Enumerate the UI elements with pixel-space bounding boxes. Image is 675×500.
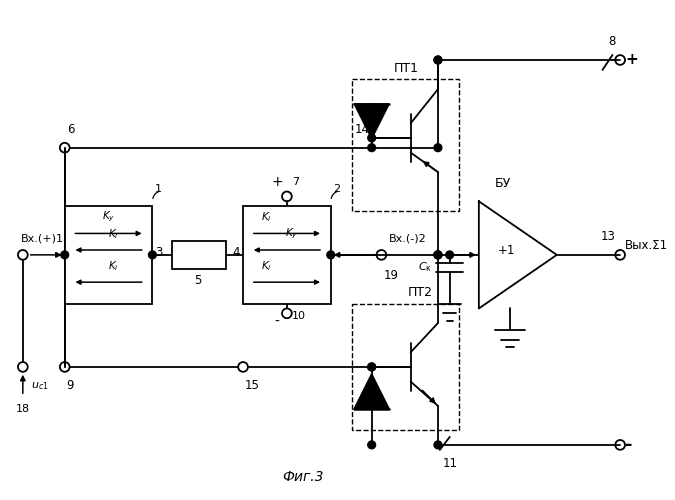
Circle shape xyxy=(434,251,442,259)
Text: +1: +1 xyxy=(497,244,515,256)
Text: -: - xyxy=(625,436,632,454)
Circle shape xyxy=(61,251,69,259)
Text: $K_y$: $K_y$ xyxy=(285,227,298,241)
Text: ПТ1: ПТ1 xyxy=(394,62,418,74)
Text: Фиг.3: Фиг.3 xyxy=(283,470,324,484)
Text: +: + xyxy=(625,52,638,68)
Text: $C_{\rm \kappa}$: $C_{\rm \kappa}$ xyxy=(418,260,432,274)
Text: 10: 10 xyxy=(292,311,306,321)
Circle shape xyxy=(327,251,335,259)
Circle shape xyxy=(148,251,157,259)
Circle shape xyxy=(446,251,454,259)
Circle shape xyxy=(368,144,375,152)
Text: 18: 18 xyxy=(16,404,30,414)
Text: $K_i$: $K_i$ xyxy=(108,228,119,241)
Text: $K_i$: $K_i$ xyxy=(261,260,271,274)
Text: Вх.(+)1: Вх.(+)1 xyxy=(21,233,64,243)
Text: 7: 7 xyxy=(292,176,299,186)
Circle shape xyxy=(368,441,375,449)
Circle shape xyxy=(434,441,442,449)
Circle shape xyxy=(368,363,375,371)
Text: 9: 9 xyxy=(67,378,74,392)
Text: $K_y$: $K_y$ xyxy=(102,210,115,224)
Text: 5: 5 xyxy=(194,274,202,287)
Text: Вх.(-)2: Вх.(-)2 xyxy=(389,233,427,243)
Text: 2: 2 xyxy=(333,184,340,194)
Text: 8: 8 xyxy=(608,36,616,49)
Circle shape xyxy=(434,56,442,64)
Bar xyxy=(243,206,331,304)
Circle shape xyxy=(434,251,442,259)
Polygon shape xyxy=(354,104,389,139)
Text: $K_i$: $K_i$ xyxy=(261,210,271,224)
Text: 4: 4 xyxy=(233,246,240,260)
Text: 19: 19 xyxy=(383,270,398,282)
Text: 6: 6 xyxy=(67,123,74,136)
Circle shape xyxy=(368,363,375,371)
Text: БУ: БУ xyxy=(495,176,512,190)
Text: -: - xyxy=(275,315,279,329)
Text: 1: 1 xyxy=(155,184,161,194)
Text: +: + xyxy=(271,174,283,188)
Text: 11: 11 xyxy=(443,456,458,469)
Bar xyxy=(352,304,460,430)
Text: $u_{c1}$: $u_{c1}$ xyxy=(30,380,48,392)
Text: Вых.Σ1: Вых.Σ1 xyxy=(625,238,668,252)
Circle shape xyxy=(368,134,375,142)
Text: 14: 14 xyxy=(355,123,370,136)
Text: ПТ2: ПТ2 xyxy=(408,286,433,298)
Text: 15: 15 xyxy=(245,378,260,392)
Bar xyxy=(172,241,225,268)
Polygon shape xyxy=(354,374,389,409)
Circle shape xyxy=(434,56,442,64)
Text: 13: 13 xyxy=(600,230,616,243)
Text: 3: 3 xyxy=(155,246,163,260)
Bar xyxy=(65,206,153,304)
Circle shape xyxy=(434,144,442,152)
Polygon shape xyxy=(479,202,557,308)
Bar xyxy=(352,80,460,211)
Text: $K_i$: $K_i$ xyxy=(108,260,119,274)
Circle shape xyxy=(434,251,442,259)
